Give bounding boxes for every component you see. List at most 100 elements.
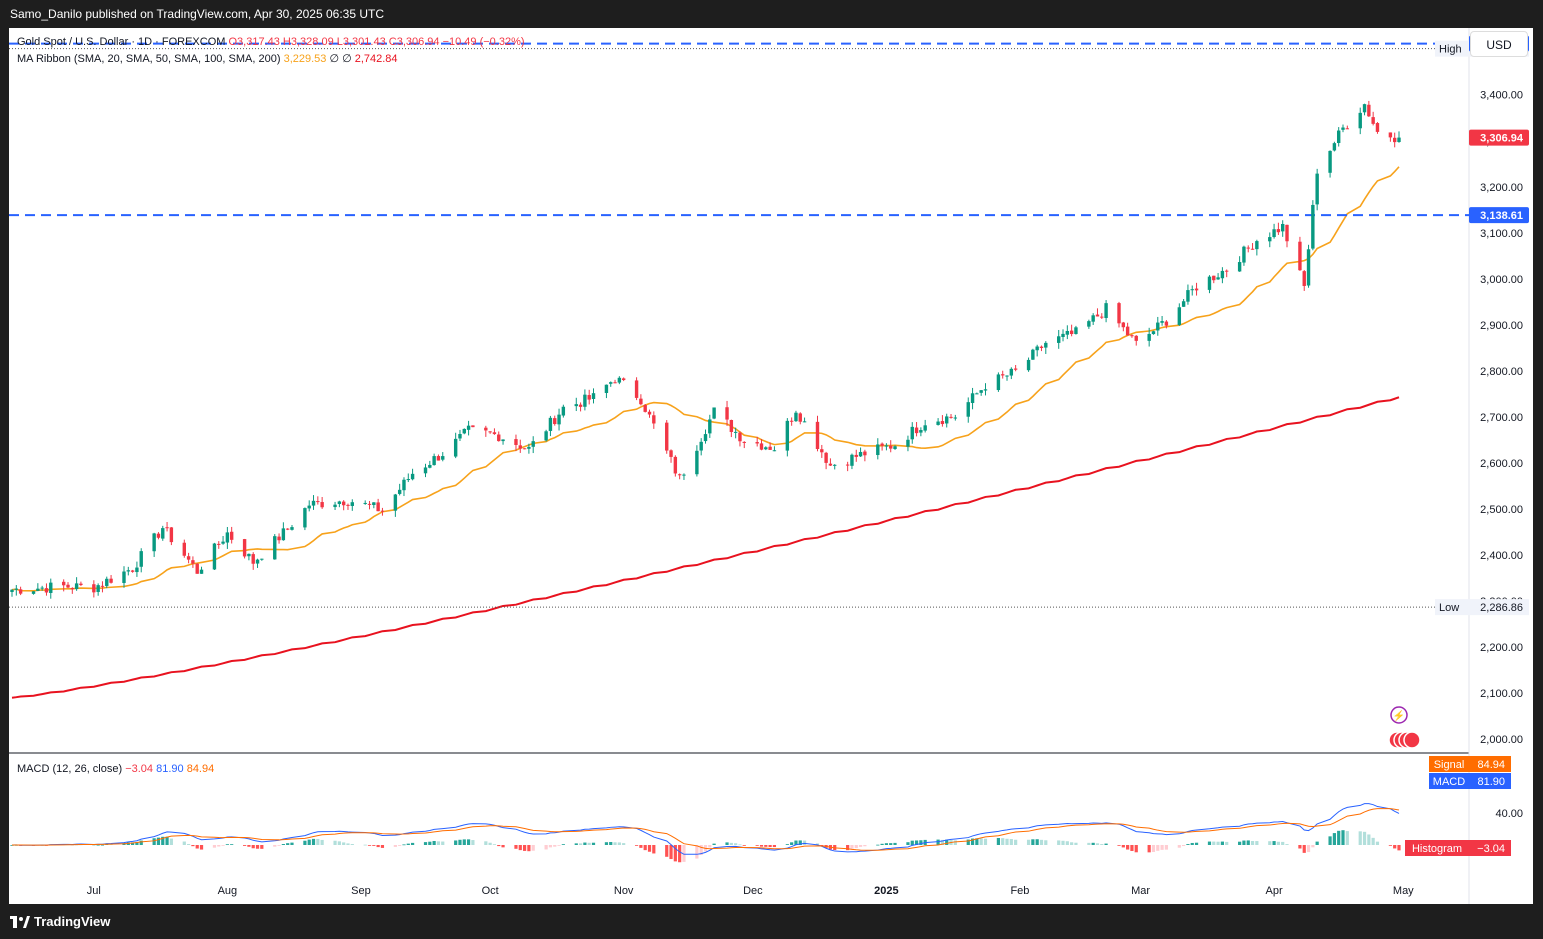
candle [311,495,316,510]
candle-body [621,378,626,381]
candle-body [733,431,738,433]
candle [31,591,36,595]
candle-body [1194,288,1199,291]
candle [1104,300,1108,323]
candle [923,419,927,433]
candle-body [1044,342,1048,348]
candle [1125,322,1130,336]
candle-body [858,451,863,457]
candle [363,500,367,505]
candle [488,431,492,434]
time-label-5: Dec [743,885,763,897]
candle-body [501,439,505,442]
macd-hist-bar [544,845,548,850]
candle [1039,345,1044,352]
last-price-tag: 3,306.94 [1480,133,1524,145]
macd-hist-bar [1177,845,1181,848]
candle [578,402,583,412]
legend-part-0: Gold Spot / U.S. Dollar · 1D · FOREXCOM [17,36,225,48]
macd-hist-bar [281,844,285,845]
candle [74,577,79,591]
candle [186,552,191,564]
candle [919,427,923,437]
candle-body [397,489,402,494]
price-level-3: 3,100.00 [1480,228,1523,240]
macd-hist-bar [436,841,441,845]
macd-hist-bar [1207,841,1212,845]
legend-macd-row: MACD (12, 26, close) −3.04 81.90 84.94 [17,763,214,775]
candle-body [1328,150,1332,173]
candle [652,411,656,429]
candle-body [729,420,734,432]
candle-body [914,427,919,434]
candle [936,418,940,426]
macd-hist-bar [983,838,988,845]
macd-hist-bar [277,845,281,846]
candle [613,379,617,384]
candle-body [423,467,428,474]
currency-button[interactable]: USD [1470,31,1528,57]
candle [376,498,380,512]
candle [1100,313,1104,319]
candle-body [1134,335,1138,341]
macd-hist-bar [553,845,557,847]
candle [1358,107,1362,135]
candle-body [333,504,337,508]
macd-hist-bar [1397,845,1401,851]
macd-part-0: MACD (12, 26, close) [17,763,122,775]
candle [255,558,260,568]
candle-body [1156,322,1160,331]
tradingview-logo[interactable]: TradingView [10,904,110,939]
candle [983,383,988,396]
candle-body [165,527,169,529]
candle-body [983,389,988,391]
macd-hist-bar [613,842,617,845]
candle [531,436,535,454]
candle-body [518,445,522,449]
signal-line [11,808,1400,851]
macd-hist-bar [561,844,565,845]
candle-body [785,420,790,451]
candle [1362,103,1367,116]
macd-hist-bar [1095,843,1100,845]
price-level-5: 2,900.00 [1480,320,1523,332]
macd-level: 40.00 [1495,808,1523,820]
macd-hist-bar [316,838,320,845]
high-label: High [1439,44,1462,56]
candle [393,493,398,517]
lightning-glyph: ⚡ [1393,709,1405,722]
candle-body [242,539,247,557]
candle-body [583,394,587,407]
macd-hist-bar [531,845,535,851]
chart-svg[interactable]: 3,400.003,300.003,200.003,100.003,000.00… [9,28,1533,904]
macd-hist-bar [1044,840,1048,845]
candle-body [488,431,492,433]
time-label-6: 2025 [874,885,898,897]
candle [320,496,324,509]
macd-hist-bar [501,845,505,848]
chart-panel[interactable]: 3,400.003,300.003,200.003,100.003,000.00… [9,28,1533,904]
candle [1134,335,1138,346]
candle-body [251,554,255,564]
candle [333,501,337,511]
ma-part-3: ∅ [339,53,352,65]
candle-body [820,449,824,453]
candle-body [673,456,678,474]
signal-label-bg [1429,756,1469,772]
candle-body [393,494,398,511]
candle-body [647,411,652,415]
candle [1181,298,1186,307]
candle [1367,100,1371,117]
candle-body [970,393,975,404]
ma-part-2: ∅ [326,53,339,65]
signal-label: Signal [1434,759,1465,771]
time-label-4: Nov [614,885,634,897]
candle-body [337,501,342,504]
candle [828,458,833,467]
macd-hist-bar [609,842,613,845]
candle [466,420,471,436]
candle-body [574,404,578,407]
macd-hist-bar [798,840,802,845]
macd-hist-bar [346,843,350,845]
macd-hist-bar [678,845,682,863]
